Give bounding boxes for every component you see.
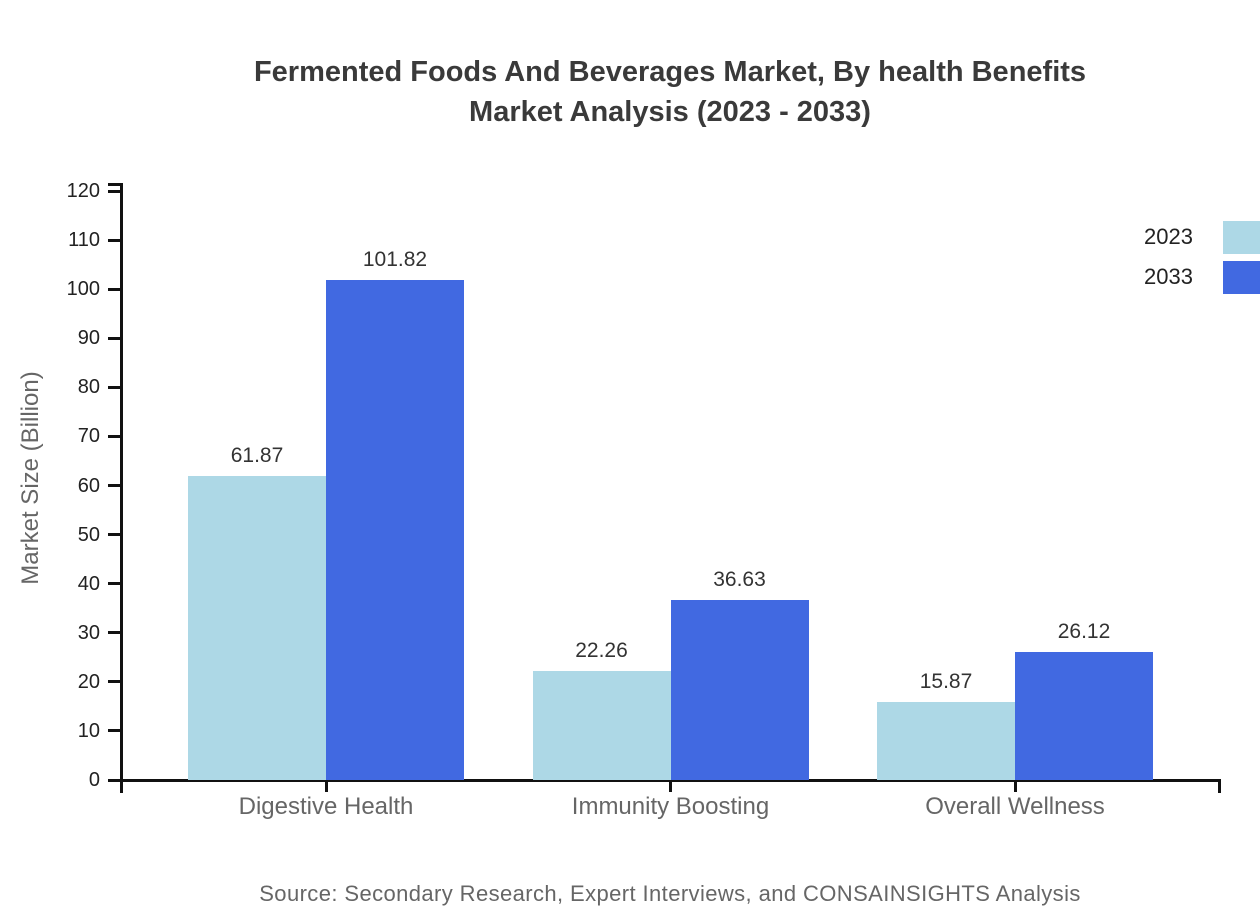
y-tick	[108, 434, 120, 438]
y-tick	[108, 533, 120, 537]
y-tick-label: 90	[77, 327, 100, 350]
category-label: Immunity Boosting	[571, 793, 770, 820]
y-tick	[108, 680, 120, 684]
y-tick	[108, 631, 120, 635]
x-tick	[324, 782, 328, 792]
x-tick	[669, 782, 672, 792]
legend-swatch-2033	[1223, 261, 1260, 294]
x-axis-line	[120, 779, 1221, 782]
y-tick	[108, 385, 120, 389]
x-axis-right-cap	[1218, 779, 1221, 793]
y-tick-label: 10	[77, 719, 100, 742]
y-tick-label: 70	[77, 425, 100, 448]
y-tick-label: 60	[77, 474, 100, 497]
value-label-2033-overall-wellness: 26.12	[1057, 619, 1111, 643]
y-tick	[108, 729, 120, 733]
y-tick-label: 110	[68, 229, 100, 252]
bar-2033-digestive-health	[326, 280, 464, 780]
y-axis-top-cap	[108, 183, 123, 186]
y-tick	[108, 484, 120, 487]
y-tick	[108, 238, 120, 242]
category-label: Overall Wellness	[925, 793, 1105, 820]
y-tick-label: 40	[77, 572, 100, 595]
y-tick-label: 80	[77, 376, 100, 399]
chart-title-line2: Market Analysis (2023 - 2033)	[469, 96, 871, 128]
y-tick	[108, 336, 120, 340]
bar-2023-overall-wellness	[877, 702, 1015, 780]
legend-label-2023: 2023	[1144, 224, 1193, 249]
y-tick-label: 30	[77, 621, 100, 644]
y-tick-label: 0	[88, 769, 100, 791]
y-tick-label: 50	[77, 523, 100, 546]
y-tick	[108, 287, 120, 291]
y-tick	[108, 189, 120, 193]
x-tick	[1013, 782, 1017, 792]
bar-2033-immunity-boosting	[670, 600, 809, 780]
value-label-2033-immunity-boosting: 36.63	[713, 568, 766, 592]
value-label-2023-overall-wellness: 15.87	[919, 670, 973, 694]
category-label: Digestive Health	[238, 793, 414, 820]
y-tick	[108, 778, 120, 782]
y-tick-label: 120	[66, 180, 100, 202]
legend-label-2033: 2033	[1144, 264, 1193, 289]
bar-2023-digestive-health	[188, 476, 326, 780]
y-tick	[108, 582, 120, 586]
chart-title-line1: Fermented Foods And Beverages Market, By…	[253, 56, 1087, 88]
y-tick-label: 20	[77, 670, 100, 693]
value-label-2033-digestive-health: 101.82	[362, 248, 428, 272]
source-note: Source: Secondary Research, Expert Inter…	[259, 881, 1081, 906]
bar-2023-immunity-boosting	[532, 670, 671, 780]
legend-swatch-2023	[1223, 221, 1260, 254]
value-label-2023-immunity-boosting: 22.26	[575, 638, 628, 662]
y-axis-line	[120, 183, 123, 793]
bar-2033-overall-wellness	[1015, 651, 1153, 780]
value-label-2023-digestive-health: 61.87	[230, 444, 284, 468]
chart-title: Fermented Foods And Beverages Market, By…	[80, 52, 1260, 132]
y-tick-label: 100	[66, 278, 100, 301]
